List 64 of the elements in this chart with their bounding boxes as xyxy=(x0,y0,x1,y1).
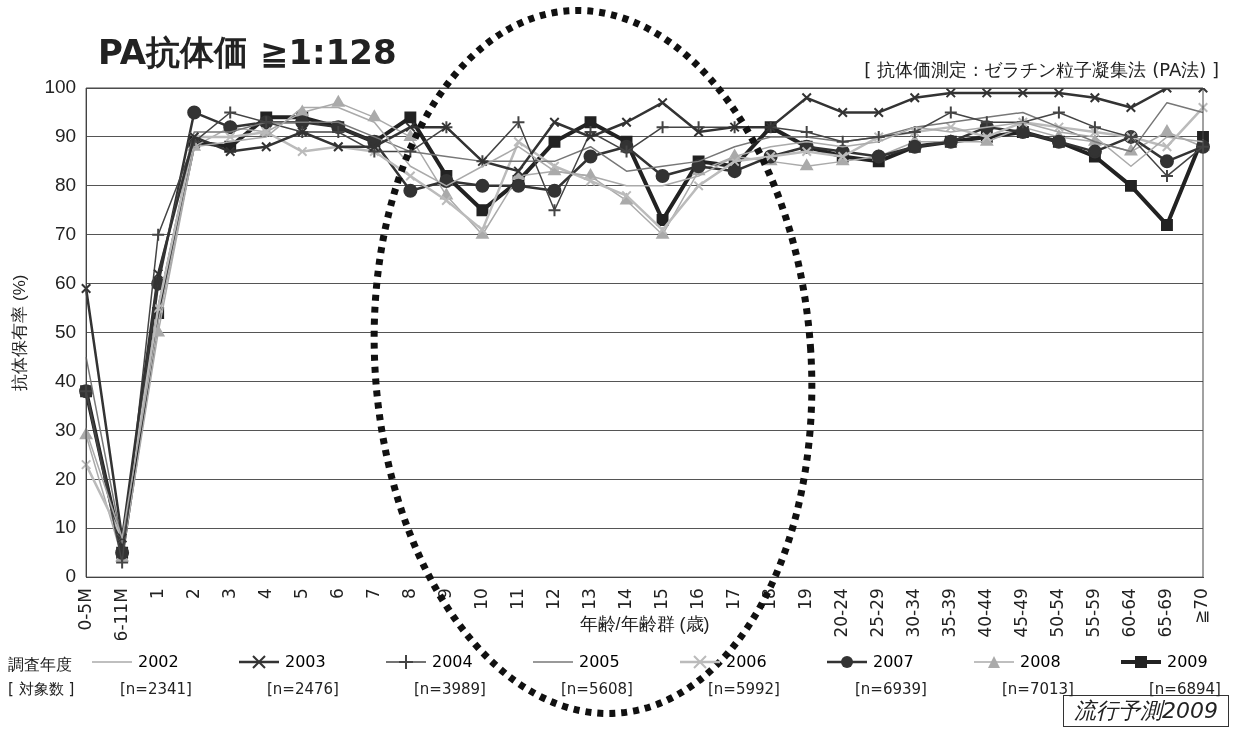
x-tick-label: 10 xyxy=(470,588,491,610)
text: [ 対象数 ] xyxy=(8,680,75,699)
y-tick-label: 50 xyxy=(54,320,77,342)
legend-label: 2009 xyxy=(1167,652,1208,671)
x-tick-label: 25-29 xyxy=(867,588,888,638)
y-tick-label: 10 xyxy=(54,516,77,538)
text: [n=2476] xyxy=(267,680,339,698)
legend-label: 2005 xyxy=(579,652,620,671)
y-axis-title: 抗体保有率 (%) xyxy=(9,274,29,391)
x-tick-label: 0-5M xyxy=(74,588,95,631)
x-tick-label: 12 xyxy=(542,588,563,610)
x-tick-label: 3 xyxy=(218,588,239,599)
legend-label: 2003 xyxy=(285,652,326,671)
x-tick-label: 20-24 xyxy=(831,588,852,638)
text: [n=6939] xyxy=(855,680,927,698)
chart-title: PA抗体価 ≧1:128 xyxy=(98,31,397,74)
text: [n=2341] xyxy=(120,680,192,698)
x-tick-label: 45-49 xyxy=(1011,588,1032,638)
text: 流行予測2009 xyxy=(1074,698,1218,723)
text: [ 抗体価測定 : ゼラチン粒子凝集法 (PA法) ] xyxy=(864,58,1219,82)
x-tick-label: 6-11M xyxy=(110,588,131,642)
x-tick-label: 60-64 xyxy=(1119,588,1140,638)
x-tick-label: 40-44 xyxy=(975,588,996,638)
x-tick-label: ≧70 xyxy=(1191,588,1212,625)
y-tick-label: 40 xyxy=(54,369,77,391)
legend-label: 2002 xyxy=(138,652,179,671)
y-tick-label: 90 xyxy=(54,125,77,147)
x-tick-label: 1 xyxy=(146,588,167,599)
x-tick-label: 35-39 xyxy=(939,588,960,638)
text: [n=5608] xyxy=(561,680,633,698)
text: [n=5992] xyxy=(708,680,780,698)
legend-label: 2007 xyxy=(873,652,914,671)
y-tick-label: 70 xyxy=(54,222,77,244)
x-axis-title: 年齢/年齢群 (歳) xyxy=(579,614,710,635)
x-tick-label: 30-34 xyxy=(903,588,924,638)
y-tick-label: 0 xyxy=(65,565,77,587)
x-tick-label: 11 xyxy=(506,588,527,610)
x-tick-label: 55-59 xyxy=(1083,588,1104,638)
x-tick-label: 7 xyxy=(362,588,383,599)
x-tick-label: 8 xyxy=(398,588,419,599)
x-tick-label: 4 xyxy=(254,588,275,599)
x-tick-label: 65-69 xyxy=(1155,588,1176,638)
y-tick-label: 80 xyxy=(54,174,77,196)
y-tick-label: 60 xyxy=(54,271,77,293)
x-tick-label: 6 xyxy=(326,588,347,599)
x-tick-label: 14 xyxy=(614,588,635,610)
x-tick-label: 50-54 xyxy=(1047,588,1068,638)
text: [n=7013] xyxy=(1002,680,1074,698)
y-tick-label: 100 xyxy=(44,76,77,98)
y-tick-label: 30 xyxy=(54,418,77,440)
x-tick-label: 17 xyxy=(723,588,744,610)
x-tick-label: 19 xyxy=(795,588,816,610)
x-tick-label: 13 xyxy=(578,588,599,610)
text: [n=3989] xyxy=(414,680,486,698)
x-tick-label: 5 xyxy=(290,588,311,599)
legend-label: 2008 xyxy=(1020,652,1061,671)
x-tick-label: 2 xyxy=(182,588,203,599)
x-tick-label: 15 xyxy=(650,588,671,610)
legend-label: 2004 xyxy=(432,652,473,671)
text: [n=6894] xyxy=(1149,680,1221,698)
x-tick-label: 16 xyxy=(687,588,708,610)
legend-title: 調査年度 xyxy=(8,655,72,676)
legend-label: 2006 xyxy=(726,652,767,671)
y-tick-label: 20 xyxy=(54,467,77,489)
